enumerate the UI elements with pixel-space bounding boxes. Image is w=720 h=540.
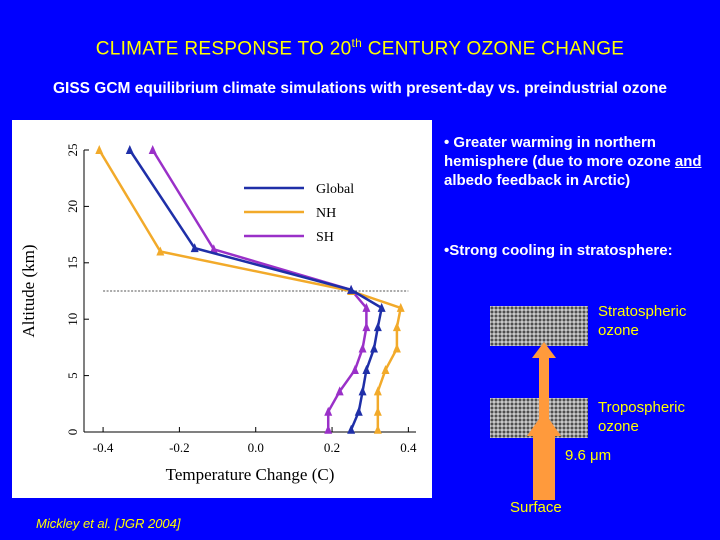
- y-axis-label: Altitude (km): [19, 244, 38, 337]
- bullet-strat-cooling: •Strong cooling in stratosphere:: [444, 242, 673, 259]
- legend-label-nh: NH: [316, 206, 336, 221]
- data-point-global: [347, 284, 356, 294]
- data-point-global: [190, 243, 199, 253]
- data-point-nh: [392, 343, 401, 353]
- data-point-nh: [381, 364, 390, 374]
- bullet-nh-warming: • Greater warming in northern hemisphere…: [444, 134, 702, 189]
- data-point-global: [358, 386, 367, 396]
- slide-subtitle: GISS GCM equilibrium climate simulations…: [52, 80, 668, 97]
- x-axis-label: Temperature Change (C): [166, 465, 335, 484]
- label-tropospheric-ozone: Tropospheric ozone: [598, 399, 685, 435]
- short-upward-arrow: [527, 412, 561, 500]
- data-point-sh: [209, 244, 218, 254]
- x-tick-label: 0.0: [248, 440, 264, 455]
- series-line-nh: [98, 149, 402, 430]
- data-point-nh: [373, 406, 382, 416]
- label-stratospheric-ozone: Stratospheric ozone: [598, 303, 687, 339]
- data-point-nh: [373, 386, 382, 396]
- data-point-sh: [358, 343, 367, 353]
- x-tick-label: 0.2: [324, 440, 340, 455]
- x-tick-label: -0.4: [93, 440, 114, 455]
- stratospheric-ozone-layer: [490, 306, 588, 346]
- data-point-nh: [396, 302, 405, 312]
- y-tick-label: 0: [65, 429, 80, 436]
- x-tick-label: 0.4: [400, 440, 417, 455]
- legend-label-global: Global: [316, 182, 354, 197]
- data-point-global: [354, 406, 363, 416]
- data-point-sh: [362, 322, 371, 332]
- data-point-nh: [156, 246, 165, 256]
- data-point-sh: [350, 364, 359, 374]
- data-point-global: [347, 424, 356, 434]
- y-tick-label: 10: [65, 313, 80, 326]
- x-tick-label: -0.2: [169, 440, 190, 455]
- data-point-sh: [148, 145, 157, 154]
- data-point-sh: [324, 424, 333, 434]
- series-line-sh: [151, 149, 368, 430]
- y-tick-label: 20: [65, 200, 80, 213]
- data-point-global: [373, 322, 382, 332]
- data-point-nh: [373, 424, 382, 434]
- data-point-nh: [392, 322, 401, 332]
- data-point-global: [377, 302, 386, 312]
- label-surface: Surface: [510, 499, 562, 516]
- data-point-global: [125, 145, 134, 154]
- data-point-global: [370, 343, 379, 353]
- slide-title: CLIMATE RESPONSE TO 20th CENTURY OZONE C…: [95, 36, 625, 60]
- citation: Mickley et al. [JGR 2004]: [36, 516, 181, 531]
- data-point-global: [362, 364, 371, 374]
- chart-svg: -0.4 -0.2 0.0 0.2 0.4 0 5 10 15 20 25 Temperature C…: [19, 144, 417, 485]
- data-point-sh: [362, 302, 371, 312]
- data-point-nh: [95, 145, 104, 154]
- y-tick-label: 15: [65, 256, 80, 269]
- y-tick-label: 5: [65, 372, 80, 379]
- label-wavelength: 9.6 μm: [565, 447, 612, 464]
- data-point-sh: [324, 406, 333, 416]
- data-point-sh: [335, 386, 344, 396]
- series-line-global: [128, 149, 383, 431]
- altitude-temperature-chart: -0.4 -0.2 0.0 0.2 0.4 0 5 10 15 20 25 Temperature C…: [12, 120, 432, 498]
- y-tick-label: 25: [65, 144, 80, 157]
- legend-label-sh: SH: [316, 230, 334, 245]
